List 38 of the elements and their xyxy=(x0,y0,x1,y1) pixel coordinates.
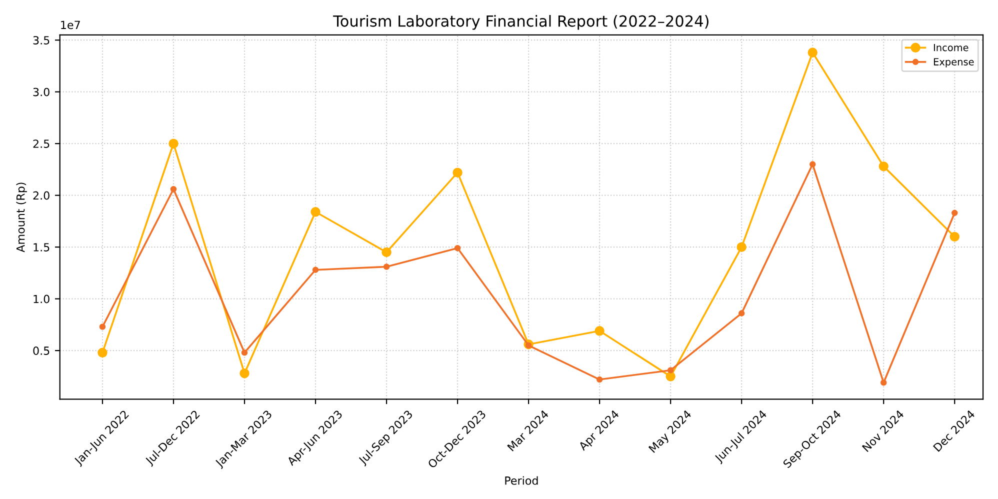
point xyxy=(666,372,676,382)
y-tick-label: 3.0 xyxy=(33,88,50,96)
point xyxy=(240,368,250,378)
point xyxy=(312,266,319,273)
point xyxy=(98,348,108,358)
point xyxy=(880,380,887,386)
point xyxy=(952,210,958,216)
y-tick-label: 1.5 xyxy=(34,243,50,252)
point xyxy=(310,207,320,217)
point xyxy=(454,244,461,252)
point xyxy=(241,350,248,356)
point xyxy=(383,264,390,270)
point xyxy=(168,138,178,148)
y-axis-title: Amount (Rp) xyxy=(16,182,27,252)
y-tick-label: 0.5 xyxy=(33,346,50,355)
chart-title: Tourism Laboratory Financial Report (2022–2024) xyxy=(333,14,708,30)
y-tick-label: 2.0 xyxy=(33,191,50,200)
point xyxy=(809,161,816,168)
x-axis-title: Period xyxy=(505,476,538,485)
text: 1e7 xyxy=(61,20,80,30)
point xyxy=(170,186,177,192)
point xyxy=(99,324,106,330)
legend-label: Expense xyxy=(934,58,974,68)
point xyxy=(738,310,745,316)
legend-label: Income xyxy=(934,44,968,52)
point xyxy=(594,326,604,336)
point xyxy=(878,161,888,172)
point xyxy=(667,367,674,374)
point xyxy=(382,247,392,258)
point xyxy=(808,48,818,58)
point xyxy=(525,342,532,349)
point xyxy=(736,242,746,252)
y-tick-label: 2.5 xyxy=(33,140,50,148)
y-tick-label: 3.5 xyxy=(33,36,50,44)
y-tick-label: 1.0 xyxy=(34,294,50,304)
point xyxy=(596,376,603,383)
point xyxy=(452,168,462,178)
point xyxy=(950,232,960,242)
